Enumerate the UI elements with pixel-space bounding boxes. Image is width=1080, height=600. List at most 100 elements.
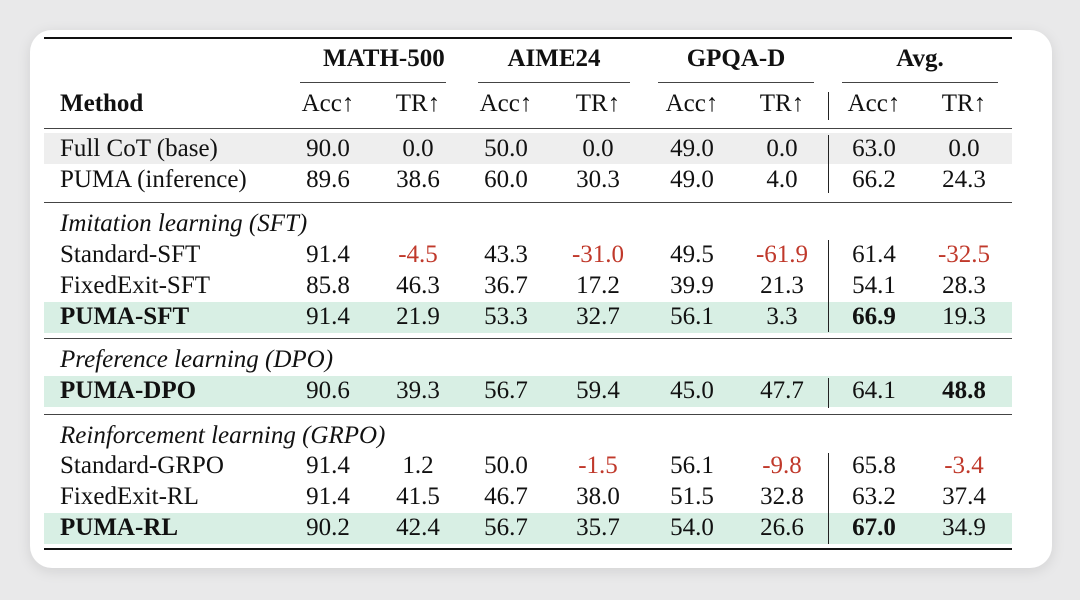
table-card: [30, 30, 1052, 568]
table-cell: 56.7: [484, 514, 528, 541]
group-rule-avg: [842, 82, 998, 83]
method-name: Standard-GRPO: [60, 452, 224, 479]
table-cell: 56.1: [670, 452, 714, 479]
table-cell: 91.4: [306, 452, 350, 479]
table-cell: 46.7: [484, 483, 528, 510]
column-header-acc: Acc↑: [301, 90, 355, 117]
table-cell: 50.0: [484, 135, 528, 162]
table-cell: 0.0: [948, 135, 980, 162]
table-cell: 32.7: [576, 303, 620, 330]
header-rule: [44, 128, 1012, 129]
table-cell: 54.1: [852, 272, 896, 299]
table-cell: 39.3: [396, 377, 440, 404]
table-cell: 61.4: [852, 241, 896, 268]
table-cell: 51.5: [670, 483, 714, 510]
group-header-avg: Avg.: [896, 45, 944, 72]
table-cell: 46.3: [396, 272, 440, 299]
table-cell: 50.0: [484, 452, 528, 479]
group-header-gpqa-d: GPQA-D: [686, 45, 786, 72]
table-cell: 63.2: [852, 483, 896, 510]
table-cell: 42.4: [396, 514, 440, 541]
table-cell: 26.6: [760, 514, 804, 541]
table-cell: 39.9: [670, 272, 714, 299]
avg-separator: [828, 453, 829, 544]
row-highlight-base: [44, 133, 1012, 164]
table-cell: 60.0: [484, 166, 528, 193]
group-rule-aime: [478, 82, 630, 83]
method-name: PUMA-SFT: [60, 303, 190, 330]
row-highlight-puma-sft: [44, 302, 1012, 333]
column-header-tr: TR↑: [395, 90, 441, 117]
group-header-aime24: AIME24: [507, 45, 601, 72]
table-cell: 49.0: [670, 135, 714, 162]
table-cell: 0.0: [402, 135, 434, 162]
method-name: FixedExit-SFT: [60, 272, 211, 299]
table-cell: 48.8: [942, 377, 986, 404]
column-header-method: Method: [60, 90, 144, 117]
avg-separator: [828, 135, 829, 193]
table-cell: 21.9: [396, 303, 440, 330]
group-rule-gpqa: [658, 82, 814, 83]
row-highlight-puma-dpo: [44, 376, 1012, 407]
row-highlight-puma-rl: [44, 513, 1012, 544]
table-cell: 59.4: [576, 377, 620, 404]
table-cell: 53.3: [484, 303, 528, 330]
table-cell: 56.7: [484, 377, 528, 404]
table-cell: 0.0: [582, 135, 614, 162]
table-cell: 43.3: [484, 241, 528, 268]
table-cell: 38.0: [576, 483, 620, 510]
method-name: Full CoT (base): [60, 135, 218, 162]
table-cell: 28.3: [942, 272, 986, 299]
section-label: Reinforcement learning (GRPO): [60, 422, 386, 449]
column-header-acc: Acc↑: [665, 90, 719, 117]
table-cell: 56.1: [670, 303, 714, 330]
table-cell: 63.0: [852, 135, 896, 162]
table-cell: 91.4: [306, 303, 350, 330]
table-cell: 24.3: [942, 166, 986, 193]
table-cell: 0.0: [766, 135, 798, 162]
column-header-tr: TR↑: [575, 90, 621, 117]
table-cell: -1.5: [578, 452, 618, 479]
section-rule-1: [44, 202, 1012, 203]
group-header-math500: MATH-500: [323, 45, 445, 72]
bottom-rule: [44, 548, 1012, 550]
table-cell: 49.0: [670, 166, 714, 193]
section-label: Imitation learning (SFT): [60, 210, 308, 237]
table-cell: 90.0: [306, 135, 350, 162]
column-header-tr: TR↑: [941, 90, 987, 117]
column-header-acc: Acc↑: [847, 90, 901, 117]
table-cell: -61.9: [755, 241, 809, 268]
method-name: Standard-SFT: [60, 241, 201, 268]
table-cell: 66.9: [852, 303, 896, 330]
table-cell: 30.3: [576, 166, 620, 193]
table-cell: 54.0: [670, 514, 714, 541]
table-cell: 4.0: [766, 166, 798, 193]
table-cell: 90.6: [306, 377, 350, 404]
table-cell: 91.4: [306, 241, 350, 268]
method-name: PUMA-DPO: [60, 377, 197, 404]
table-cell: 32.8: [760, 483, 804, 510]
section-rule-3: [44, 414, 1012, 415]
method-name: PUMA (inference): [60, 166, 247, 193]
column-header-acc: Acc↑: [479, 90, 533, 117]
group-rule-math: [300, 82, 446, 83]
table-cell: 89.6: [306, 166, 350, 193]
table-cell: 35.7: [576, 514, 620, 541]
table-cell: -32.5: [937, 241, 991, 268]
table-cell: 65.8: [852, 452, 896, 479]
table-cell: -4.5: [398, 241, 438, 268]
table-cell: 41.5: [396, 483, 440, 510]
table-cell: -31.0: [571, 241, 625, 268]
table-cell: -3.4: [944, 452, 984, 479]
avg-separator: [828, 240, 829, 332]
table-cell: 36.7: [484, 272, 528, 299]
table-cell: 67.0: [852, 514, 896, 541]
table-cell: 49.5: [670, 241, 714, 268]
table-cell: 38.6: [396, 166, 440, 193]
table-cell: 1.2: [402, 452, 434, 479]
section-label: Preference learning (DPO): [60, 346, 334, 373]
avg-separator: [828, 378, 829, 408]
top-rule: [44, 37, 1012, 39]
table-cell: 17.2: [576, 272, 620, 299]
table-cell: 34.9: [942, 514, 986, 541]
